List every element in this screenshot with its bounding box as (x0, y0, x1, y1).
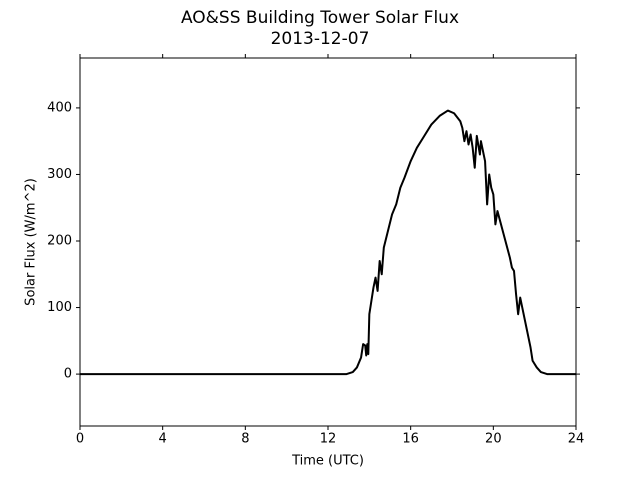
y-tick-label: 0 (64, 367, 72, 382)
plot-frame (79, 57, 577, 427)
x-tick-label: 16 (402, 432, 419, 447)
y-tick-label: 300 (47, 167, 72, 182)
x-axis-label: Time (UTC) (291, 454, 364, 469)
x-tick-label: 0 (76, 432, 84, 447)
x-tick-label: 12 (320, 432, 337, 447)
y-axis-label: Solar Flux (W/m^2) (24, 178, 39, 306)
x-tick-label: 4 (159, 432, 167, 447)
chart-title: AO&SS Building Tower Solar Flux (181, 8, 459, 28)
x-tick-label: 20 (485, 432, 502, 447)
chart-subtitle: 2013-12-07 (271, 29, 370, 49)
x-tick-label: 8 (241, 432, 249, 447)
x-tick-label: 24 (568, 432, 585, 447)
y-tick-label: 200 (47, 234, 72, 249)
data-line (80, 109, 576, 376)
y-tick-label: 100 (47, 300, 72, 315)
y-tick-label: 400 (47, 100, 72, 115)
